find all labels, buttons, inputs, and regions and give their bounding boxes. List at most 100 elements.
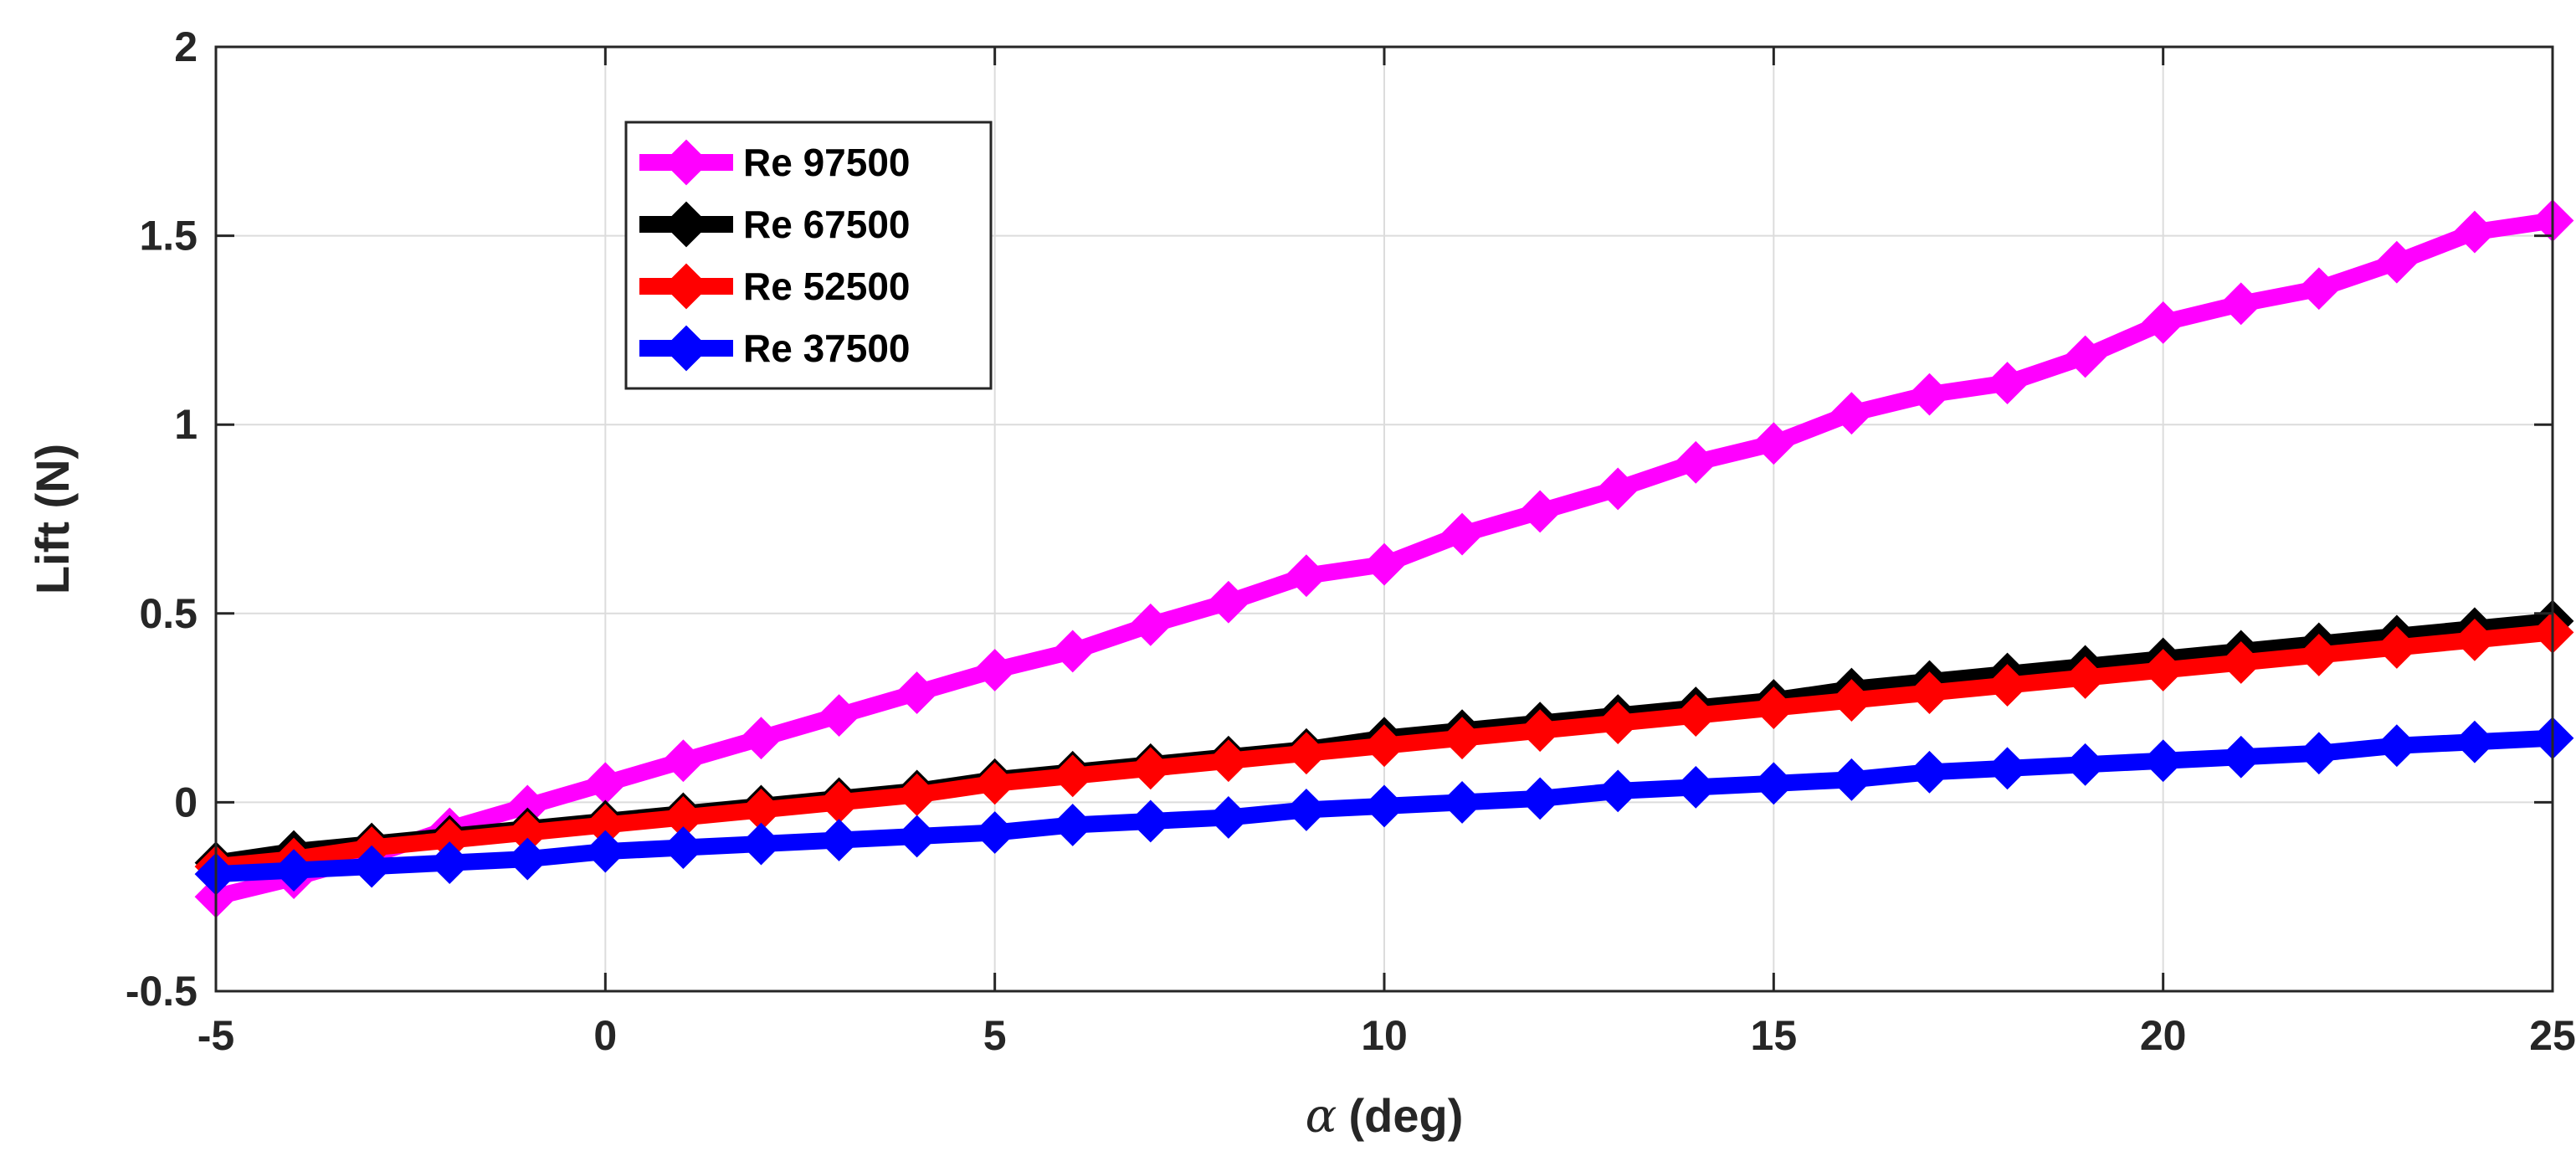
data-point: [1129, 799, 1173, 843]
legend-marker: [663, 263, 710, 310]
data-point: [2064, 743, 2107, 786]
data-point: [1596, 769, 1640, 813]
data-point: [2297, 267, 2341, 311]
data-point: [428, 841, 471, 885]
data-point: [1518, 709, 1562, 753]
y-axis-title: Lift (N): [26, 444, 79, 594]
x-axis-title: α (deg): [1306, 1089, 1464, 1144]
x-axis-unit: (deg): [1348, 1089, 1463, 1142]
data-point: [818, 694, 860, 738]
data-point: [2064, 656, 2107, 699]
data-point: [1908, 671, 1951, 714]
data-point: [661, 739, 705, 783]
data-point: [1051, 804, 1095, 846]
data-point: [1986, 362, 2029, 404]
data-point: [1674, 440, 1717, 484]
y-tick-label: 2: [174, 23, 198, 70]
data-point: [740, 822, 783, 866]
data-point: [2142, 649, 2185, 691]
data-point: [1908, 373, 1951, 416]
data-point: [818, 819, 860, 861]
series-re-52500: [194, 610, 2574, 888]
data-point: [2375, 240, 2419, 284]
series-layer: [194, 199, 2574, 918]
y-tick-label: 0.5: [139, 590, 198, 637]
data-point: [1207, 796, 1250, 839]
y-tick-label: 1: [174, 401, 198, 448]
data-point: [973, 649, 1017, 691]
data-point: [895, 773, 939, 816]
legend-entry: Re 37500: [639, 325, 911, 372]
data-point: [2064, 335, 2107, 378]
data-point: [583, 830, 627, 873]
x-tick-label: 0: [593, 1012, 617, 1059]
data-point: [1829, 392, 1873, 435]
data-point: [2375, 625, 2419, 669]
data-point: [1674, 765, 1717, 809]
data-point: [2219, 735, 2263, 779]
data-point: [1051, 754, 1095, 798]
data-point: [1908, 750, 1951, 794]
x-tick-label: 15: [1751, 1012, 1798, 1059]
data-point: [1440, 512, 1484, 556]
y-tick-label: 0: [174, 779, 198, 825]
data-point: [740, 717, 783, 760]
data-point: [1986, 664, 2029, 707]
data-point: [1285, 554, 1328, 598]
legend-label: Re 52500: [743, 265, 911, 308]
data-point: [2142, 739, 2185, 783]
x-tick-label: 5: [983, 1012, 1007, 1059]
legend: Re 97500 Re 67500 Re 52500 Re 37500: [624, 121, 993, 390]
data-point: [2297, 732, 2341, 775]
x-tick-label: 25: [2529, 1012, 2576, 1059]
series-re-37500: [194, 717, 2574, 896]
data-point: [1596, 467, 1640, 511]
data-point: [1518, 490, 1562, 533]
legend-label: Re 97500: [743, 141, 911, 184]
x-tick-label: 20: [2140, 1012, 2187, 1059]
legend-marker: [663, 139, 710, 186]
data-point: [1752, 762, 1795, 805]
x-tick-label: -5: [198, 1012, 234, 1059]
y-tick-label: -0.5: [126, 968, 198, 1015]
data-point: [1051, 630, 1095, 673]
data-point: [973, 762, 1017, 805]
data-point: [2297, 634, 2341, 676]
data-point: [1752, 686, 1795, 730]
data-point: [2219, 641, 2263, 684]
data-point: [895, 815, 939, 858]
data-point: [1986, 747, 2029, 790]
legend-marker: [663, 201, 710, 248]
data-point: [1129, 603, 1173, 646]
data-point: [1829, 679, 1873, 722]
data-point: [1285, 732, 1328, 775]
data-point: [1596, 702, 1640, 745]
x-tick-label: 10: [1361, 1012, 1408, 1059]
data-point: [973, 811, 1017, 854]
data-point: [1285, 789, 1328, 831]
data-point: [505, 837, 549, 881]
data-point: [2142, 301, 2185, 344]
legend-entry: Re 52500: [639, 263, 911, 310]
data-point: [2375, 724, 2419, 768]
legend-label: Re 37500: [743, 326, 911, 370]
y-tick-label: 1.5: [139, 213, 198, 260]
x-axis-symbol: α: [1306, 1089, 1337, 1144]
data-point: [1129, 747, 1173, 790]
legend-entry: Re 97500: [639, 139, 911, 186]
data-point: [895, 671, 939, 714]
data-point: [2453, 720, 2496, 763]
legend-marker: [663, 325, 710, 372]
data-point: [1362, 724, 1406, 768]
data-point: [2453, 210, 2496, 254]
data-point: [2219, 282, 2263, 326]
data-point: [1207, 580, 1250, 624]
data-point: [1362, 542, 1406, 586]
ticks: [214, 45, 2554, 993]
data-point: [661, 826, 705, 869]
tick-labels: -5 0 5 10 15 20 25 -0.5 0 0.5 1 1.5 2: [126, 23, 2576, 1059]
data-point: [1752, 422, 1795, 465]
data-point: [1518, 777, 1562, 820]
legend-label: Re 67500: [743, 203, 911, 246]
